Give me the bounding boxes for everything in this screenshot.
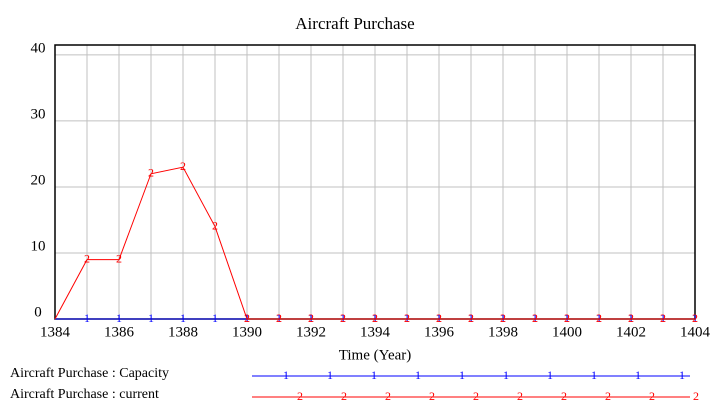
x-tick-label: 1388 <box>168 324 198 340</box>
chart-title: Aircraft Purchase <box>295 14 414 33</box>
point-marker: 2 <box>116 251 122 265</box>
point-marker: 2 <box>84 251 90 265</box>
point-marker: 2 <box>660 311 666 325</box>
point-marker: 1 <box>372 311 378 325</box>
legend-marker: 2 <box>341 389 347 403</box>
y-tick-label: 20 <box>31 172 46 188</box>
x-tick-label: 1394 <box>360 324 391 340</box>
legend-marker: 1 <box>371 368 377 382</box>
point-marker: 2 <box>372 311 378 325</box>
point-marker: 2 <box>468 311 474 325</box>
point-marker: 1 <box>532 311 538 325</box>
point-marker: 1 <box>148 311 154 325</box>
legend-marker: 1 <box>459 368 465 382</box>
point-marker: 1 <box>692 311 698 325</box>
point-marker: 2 <box>244 311 250 325</box>
point-marker: 2 <box>692 311 698 325</box>
point-marker: 2 <box>564 311 570 325</box>
legend-marker: 1 <box>503 368 509 382</box>
point-marker: 2 <box>500 311 506 325</box>
x-tick-label: 1400 <box>552 324 582 340</box>
y-tick-label: 30 <box>31 106 46 122</box>
legend-marker: 2 <box>605 389 611 403</box>
y-tick-label: 0 <box>34 304 42 320</box>
legend-marker: 1 <box>327 368 333 382</box>
point-marker: 1 <box>116 311 122 325</box>
point-marker: 1 <box>180 311 186 325</box>
point-marker: 2 <box>404 311 410 325</box>
point-marker: 2 <box>596 311 602 325</box>
point-marker: 1 <box>564 311 570 325</box>
x-tick-label: 1398 <box>488 324 518 340</box>
legend-marker: 2 <box>385 389 391 403</box>
x-tick-label: 1390 <box>232 324 262 340</box>
point-marker: 2 <box>180 159 186 173</box>
y-tick-label: 40 <box>31 40 46 56</box>
x-tick-label: 1402 <box>616 324 646 340</box>
legend-marker: 1 <box>547 368 553 382</box>
legend-marker: 2 <box>693 389 699 403</box>
legend-marker: 2 <box>429 389 435 403</box>
point-marker: 1 <box>404 311 410 325</box>
point-marker: 1 <box>84 311 90 325</box>
legend-label: Aircraft Purchase : Capacity <box>10 366 169 381</box>
point-marker: 1 <box>596 311 602 325</box>
legend-label: Aircraft Purchase : current <box>10 387 159 402</box>
point-marker: 2 <box>148 165 154 179</box>
x-tick-label: 1392 <box>296 324 326 340</box>
point-marker: 1 <box>340 311 346 325</box>
x-tick-label: 1404 <box>680 324 711 340</box>
point-marker: 1 <box>276 311 282 325</box>
x-tick-label: 1396 <box>424 324 455 340</box>
point-marker: 1 <box>436 311 442 325</box>
point-marker: 2 <box>276 311 282 325</box>
legend-marker: 2 <box>561 389 567 403</box>
legend-marker: 1 <box>679 368 685 382</box>
x-tick-label: 1384 <box>40 324 71 340</box>
x-tick-label: 1386 <box>104 324 135 340</box>
point-marker: 2 <box>340 311 346 325</box>
x-axis-label: Time (Year) <box>339 347 412 363</box>
series-line <box>54 166 695 320</box>
legend-marker: 1 <box>415 368 421 382</box>
legend-marker: 1 <box>591 368 597 382</box>
legend-marker: 2 <box>649 389 655 403</box>
y-tick-label: 10 <box>31 238 46 254</box>
point-marker: 1 <box>660 311 666 325</box>
legend-marker: 2 <box>517 389 523 403</box>
point-marker: 2 <box>436 311 442 325</box>
legend-marker: 2 <box>473 389 479 403</box>
point-marker: 2 <box>532 311 538 325</box>
point-marker: 2 <box>628 311 634 325</box>
point-marker: 2 <box>308 311 314 325</box>
legend-marker: 1 <box>283 368 289 382</box>
point-marker: 1 <box>500 311 506 325</box>
point-marker: 1 <box>308 311 314 325</box>
point-marker: 1 <box>212 311 218 325</box>
point-marker: 1 <box>628 311 634 325</box>
point-marker: 1 <box>468 311 474 325</box>
legend-marker: 2 <box>297 389 303 403</box>
point-marker: 2 <box>212 218 218 232</box>
legend-marker: 1 <box>635 368 641 382</box>
